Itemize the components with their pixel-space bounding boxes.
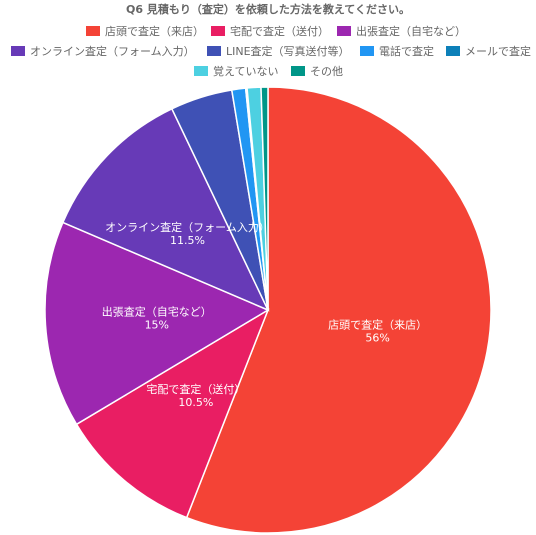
legend: 店頭で査定（来店） 宅配で査定（送付） 出張査定（自宅など） オンライン査定（フォーム… — [11, 24, 531, 78]
legend-label: 出張査定（自宅など） — [356, 24, 466, 38]
legend-swatch — [446, 46, 460, 56]
legend-label: その他 — [310, 65, 343, 78]
slice-labels: 店頭で査定（来店）56% 宅配で査定（送付）10.5% 出張査定（自宅など）15% オ… — [102, 220, 427, 409]
legend-label: 覚えていない — [213, 65, 278, 78]
legend-item[interactable]: 出張査定（自宅など） — [337, 24, 466, 38]
legend-item[interactable]: その他 — [291, 65, 343, 78]
legend-item[interactable]: メールで査定 — [446, 44, 531, 58]
legend-item[interactable]: オンライン査定（フォーム入力） — [11, 44, 195, 58]
legend-item[interactable]: 電話で査定 — [360, 44, 434, 58]
legend-swatch — [337, 26, 351, 36]
legend-label: LINE査定（写真送付等） — [226, 44, 350, 58]
legend-item[interactable]: 覚えていない — [194, 65, 278, 78]
slice-label: オンライン査定（フォーム入力） — [105, 220, 270, 234]
slice-value-label: 15% — [145, 319, 169, 332]
pie-slice[interactable] — [185, 86, 492, 534]
chart-title: Q6 見積もり（査定）を依頼した方法を教えてください。 — [126, 2, 410, 16]
legend-swatch — [360, 46, 374, 56]
pie-slice[interactable] — [75, 308, 270, 519]
legend-label: オンライン査定（フォーム入力） — [30, 44, 195, 58]
legend-label: メールで査定 — [465, 44, 531, 58]
legend-label: 宅配で査定（送付） — [230, 24, 329, 38]
legend-item[interactable]: LINE査定（写真送付等） — [207, 44, 350, 58]
legend-swatch — [86, 26, 100, 36]
pie-slice[interactable] — [260, 86, 269, 311]
slices — [44, 86, 492, 534]
legend-swatch — [194, 66, 208, 76]
legend-item[interactable]: 宅配で査定（送付） — [211, 24, 329, 38]
slice-label: 出張査定（自宅など） — [102, 305, 212, 319]
slice-label: 宅配で査定（送付） — [146, 382, 245, 396]
legend-swatch — [207, 46, 221, 56]
slice-label: 店頭で査定（来店） — [328, 318, 427, 332]
slice-value-label: 11.5% — [170, 234, 205, 247]
legend-swatch — [291, 66, 305, 76]
pie-slice[interactable] — [61, 107, 270, 312]
legend-swatch — [211, 26, 225, 36]
legend-label: 店頭で査定（来店） — [105, 24, 204, 38]
slice-value-label: 56% — [365, 332, 389, 345]
legend-swatch — [11, 46, 25, 56]
legend-item[interactable]: 店頭で査定（来店） — [86, 24, 204, 38]
slice-value-label: 10.5% — [178, 396, 213, 409]
legend-label: 電話で査定 — [379, 44, 434, 58]
pie-slice[interactable] — [44, 221, 270, 426]
